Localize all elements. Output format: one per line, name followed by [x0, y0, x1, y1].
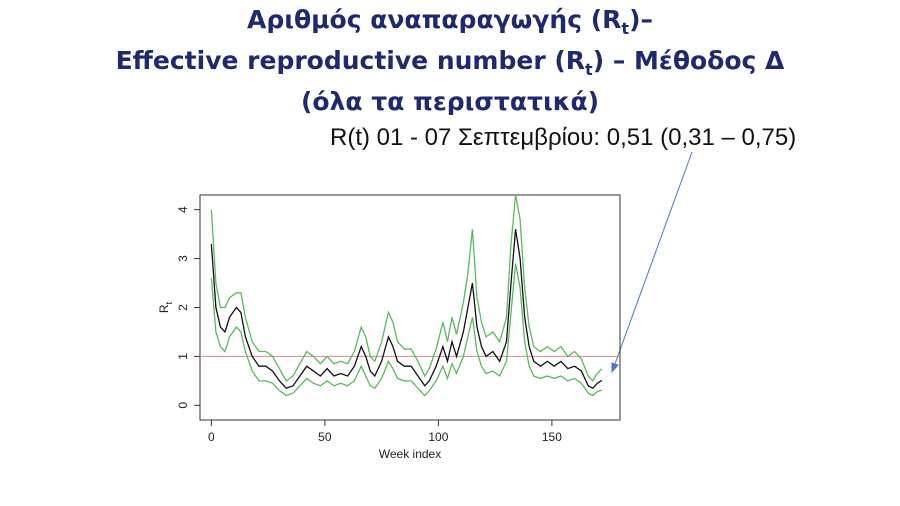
y-axis-label: Rt — [157, 301, 174, 313]
series-line — [210, 229, 603, 390]
annotation-arrow — [611, 151, 693, 373]
y-tick-label: 0 — [176, 402, 190, 409]
title-text: (όλα τα περιστατικά) — [300, 87, 600, 116]
series-line — [210, 194, 603, 382]
x-tick-label: 100 — [428, 430, 448, 444]
title-text: Αριθμός αναπαραγωγής (R — [246, 5, 622, 34]
title: Αριθμός αναπαραγωγής (Rt)– Effective repr… — [0, 4, 900, 118]
x-tick-label: 0 — [208, 430, 215, 444]
x-tick-label: 50 — [318, 430, 332, 444]
title-line: Effective reproductive number (Rt) – Μέθ… — [0, 45, 900, 86]
y-axis-label-sub: t — [164, 301, 174, 304]
title-sub: t — [585, 60, 593, 79]
y-tick-label: 2 — [176, 304, 190, 311]
x-tick-label: 150 — [542, 430, 562, 444]
y-tick-label: 1 — [176, 353, 190, 360]
title-line: (όλα τα περιστατικά) — [0, 86, 900, 118]
title-after: )– — [629, 5, 654, 34]
x-axis-label: Week index — [379, 447, 441, 461]
y-axis-label-text: R — [157, 304, 171, 313]
title-line: Αριθμός αναπαραγωγής (Rt)– — [0, 4, 900, 45]
annotation: R(t) 01 - 07 Σεπτεμβρίου: 0,51 (0,31 – 0… — [330, 124, 797, 151]
title-text: Effective reproductive number (R — [115, 46, 586, 75]
title-sub: t — [621, 19, 630, 38]
plot-frame — [199, 194, 621, 421]
series-line — [210, 263, 603, 397]
y-tick-label: 3 — [176, 255, 190, 262]
y-tick-label: 4 — [176, 206, 190, 213]
title-after: ) – Μέθοδος Δ — [592, 46, 785, 75]
